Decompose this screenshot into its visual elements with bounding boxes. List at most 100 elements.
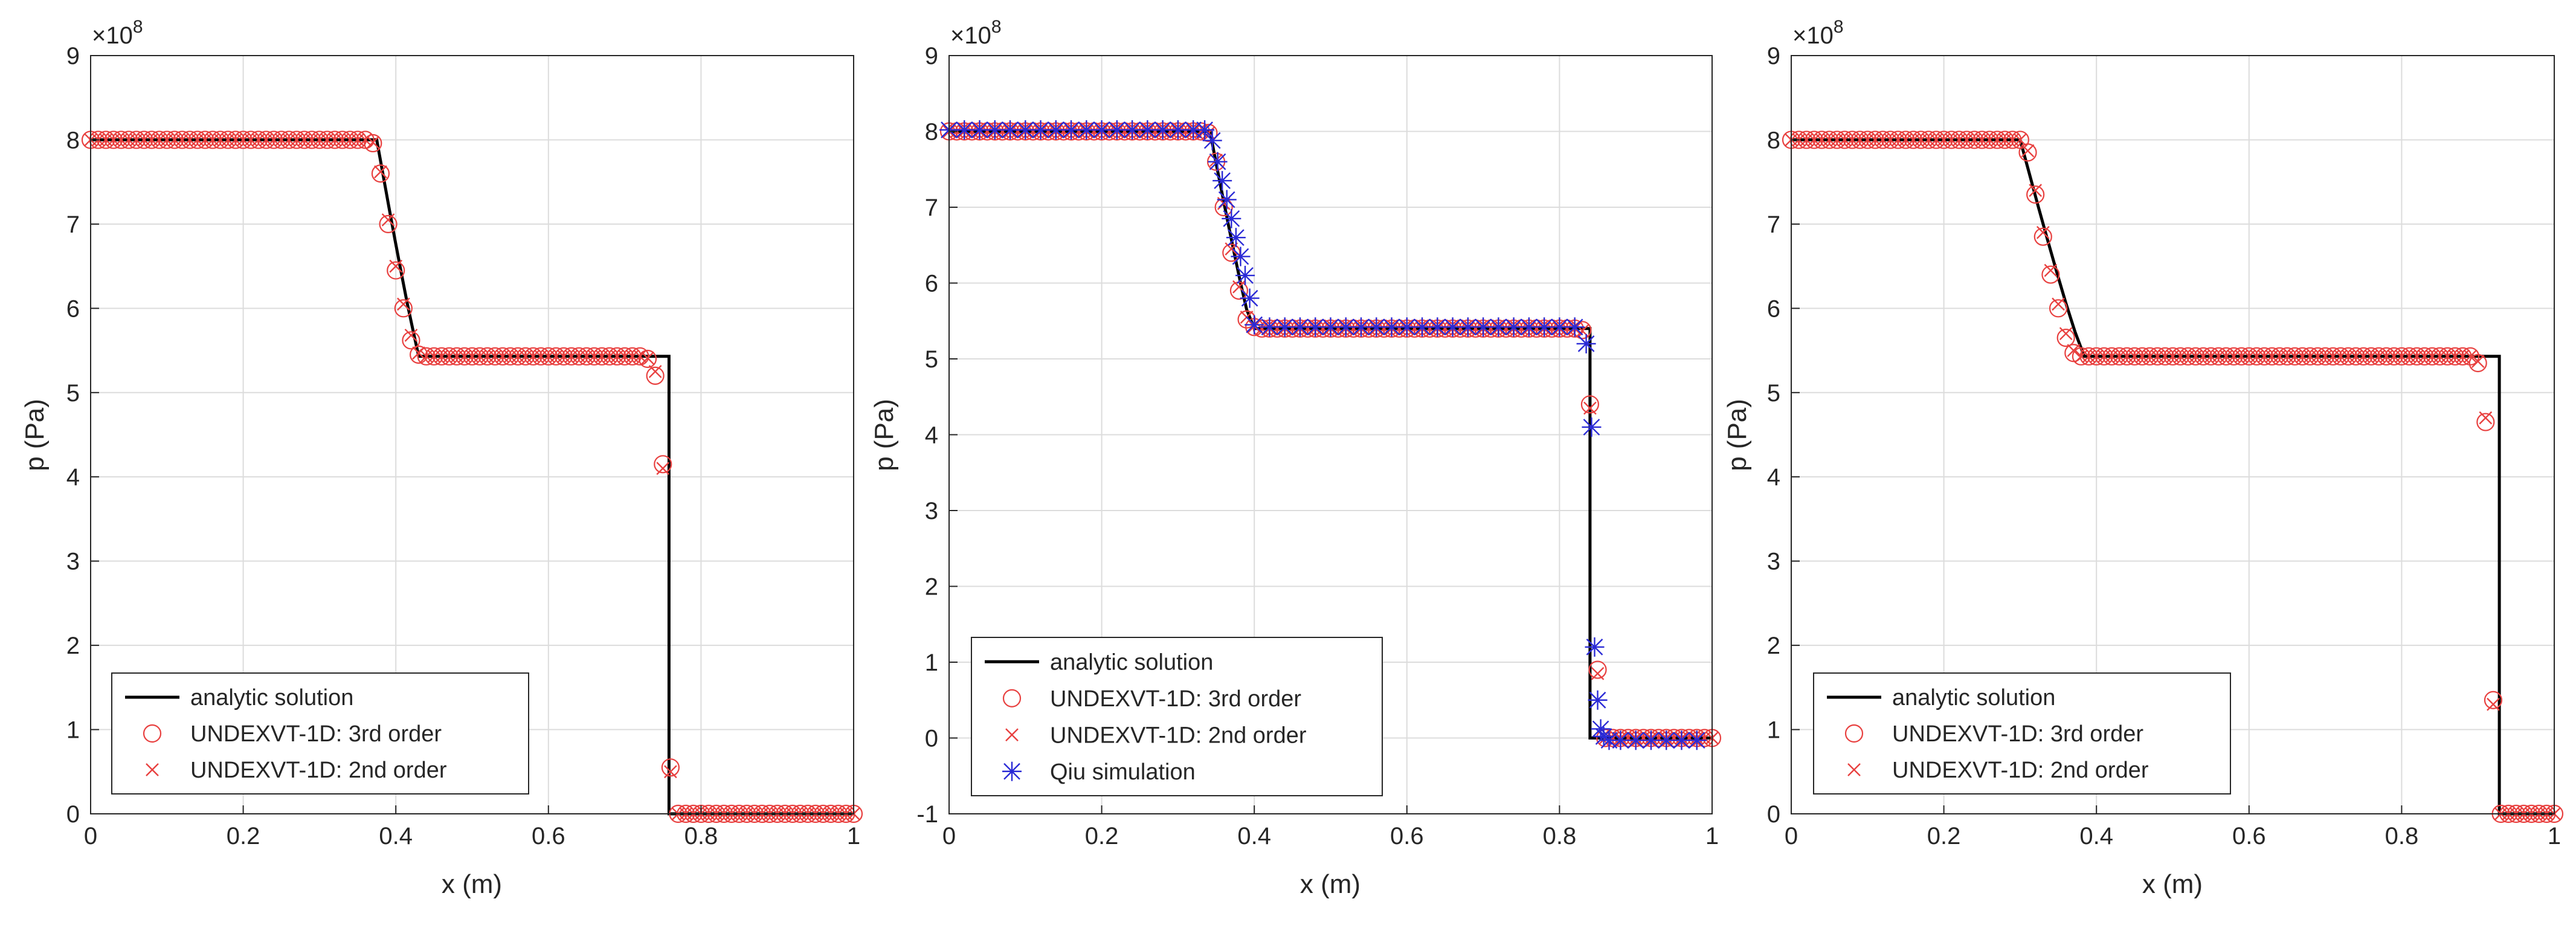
data-point-cross <box>633 349 647 363</box>
data-point-circle <box>2049 299 2068 318</box>
y-tick-label: 6 <box>925 271 938 297</box>
data-point-asterisk <box>1195 120 1215 140</box>
y-tick-label: 3 <box>1767 549 1780 575</box>
data-point-circle <box>2033 227 2052 246</box>
data-point-circle <box>2476 413 2495 431</box>
x-tick-label: 0.6 <box>532 823 565 849</box>
y-tick-label: 9 <box>925 43 938 69</box>
legend-label: analytic solution <box>1892 685 2055 711</box>
x-tick-label: 0.2 <box>227 823 260 849</box>
x-tick-label: 1 <box>2548 823 2561 849</box>
data-point-asterisk <box>1240 288 1260 308</box>
legend-label: UNDEXVT-1D: 2nd order <box>1050 723 1307 748</box>
data-point-circle <box>394 299 413 318</box>
data-point-circle <box>2056 329 2075 347</box>
x-axis-label: x (m) <box>442 869 502 899</box>
data-point-asterisk <box>1202 131 1222 150</box>
data-point-cross <box>2471 355 2485 369</box>
y-tick-label: -1 <box>916 801 938 828</box>
legend: analytic solution UNDEXVT-1D: 3rd order UN… <box>111 672 529 794</box>
data-point-circle <box>387 261 405 280</box>
data-point-cross <box>641 351 654 365</box>
y-axis-label: p (Pa) <box>20 399 50 471</box>
y-tick-label: 9 <box>66 43 80 69</box>
data-point-asterisk <box>1321 317 1341 337</box>
data-point-cross <box>412 346 425 360</box>
y-tick-label: 5 <box>925 346 938 373</box>
y-tick-label: 7 <box>925 195 938 221</box>
y-tick-label: 4 <box>66 464 80 491</box>
data-point-cross <box>2487 697 2500 711</box>
y-axis-label: p (Pa) <box>869 399 899 471</box>
data-point-cross <box>1591 666 1605 680</box>
y-tick-label: 1 <box>925 649 938 676</box>
y-tick-label: 9 <box>1767 43 1780 69</box>
x-axis-label: x (m) <box>1300 869 1360 899</box>
data-point-circle <box>1588 660 1607 679</box>
x-tick-label: 0 <box>1785 823 1798 849</box>
data-point-circle <box>654 455 672 474</box>
x-tick-label: 0.2 <box>1085 823 1119 849</box>
data-point-asterisk <box>1588 690 1608 710</box>
data-point-cross <box>2464 349 2477 363</box>
y-tick-label: 8 <box>66 127 80 153</box>
legend-swatch-cross <box>146 763 159 776</box>
data-point-cross <box>2036 225 2050 239</box>
legend-swatch-circle <box>143 724 162 743</box>
data-point-circle <box>661 758 680 777</box>
legend-label: UNDEXVT-1D: 2nd order <box>1892 758 2149 783</box>
data-point-cross <box>366 135 380 149</box>
data-point-asterisk <box>1519 317 1539 337</box>
x-tick-label: 0.8 <box>684 823 718 849</box>
y-tick-label: 0 <box>1767 801 1780 828</box>
chart-panel-3: 0 0.2 0.4 0.6 0.8 1 0 1 2 3 4 5 6 7 8 9 ×108 x (m) p (P… <box>1722 17 2564 899</box>
data-point-asterisk <box>1611 730 1631 750</box>
data-point-cross <box>374 165 387 179</box>
legend-swatch-asterisk <box>1002 761 1022 781</box>
series-undexvt-1d-2nd-order <box>1785 133 2561 820</box>
x-tick-label: 0.4 <box>379 823 413 849</box>
data-point-asterisk <box>1626 730 1646 750</box>
legend-swatch-circle <box>1844 724 1864 743</box>
legend-label: UNDEXVT-1D: 3rd order <box>1050 686 1301 712</box>
x-tick-label: 1 <box>1705 823 1719 849</box>
y-exponent-label: ×108 <box>92 17 143 49</box>
data-point-cross <box>1583 401 1597 415</box>
data-point-asterisk <box>1217 190 1237 210</box>
data-point-cross <box>2052 297 2065 311</box>
legend-swatch-cross <box>1847 763 1861 776</box>
x-tick-label: 0.4 <box>2079 823 2113 849</box>
data-point-circle <box>1580 395 1600 414</box>
data-point-asterisk <box>1061 120 1081 140</box>
y-tick-label: 6 <box>1767 295 1780 322</box>
legend-label: analytic solution <box>1050 649 1213 675</box>
chart-panel-1: 0 0.2 0.4 0.6 0.8 1 0 1 2 3 4 5 6 7 8 9 ×108 x (m) p (P… <box>20 17 863 899</box>
series-line-analytic-solution <box>91 138 854 816</box>
y-tick-label: 1 <box>1767 717 1780 744</box>
x-tick-label: 0 <box>942 823 956 849</box>
y-exponent-label: ×108 <box>950 17 1002 49</box>
y-tick-label: 5 <box>1767 380 1780 407</box>
legend-label: UNDEXVT-1D: 3rd order <box>190 721 442 747</box>
data-point-cross <box>404 329 418 342</box>
y-tick-label: 1 <box>66 717 80 744</box>
legend-box <box>971 637 1383 796</box>
data-point-cross <box>2014 133 2027 147</box>
data-point-circle <box>371 164 390 183</box>
data-point-cross <box>656 462 670 475</box>
data-point-circle <box>2041 265 2060 284</box>
legend-label: Qiu simulation <box>1050 759 1196 785</box>
data-point-asterisk <box>1582 417 1602 437</box>
y-tick-label: 4 <box>925 422 938 449</box>
x-axis-label: x (m) <box>2142 869 2203 899</box>
legend-label: UNDEXVT-1D: 3rd order <box>1892 721 2143 747</box>
legend-box <box>1813 672 2231 794</box>
data-point-asterisk <box>1245 315 1264 335</box>
x-tick-label: 0.8 <box>2385 823 2419 849</box>
data-point-circle <box>2064 344 2083 363</box>
data-point-circle <box>2026 185 2045 204</box>
data-point-cross <box>2029 184 2043 197</box>
legend-box <box>111 672 529 794</box>
